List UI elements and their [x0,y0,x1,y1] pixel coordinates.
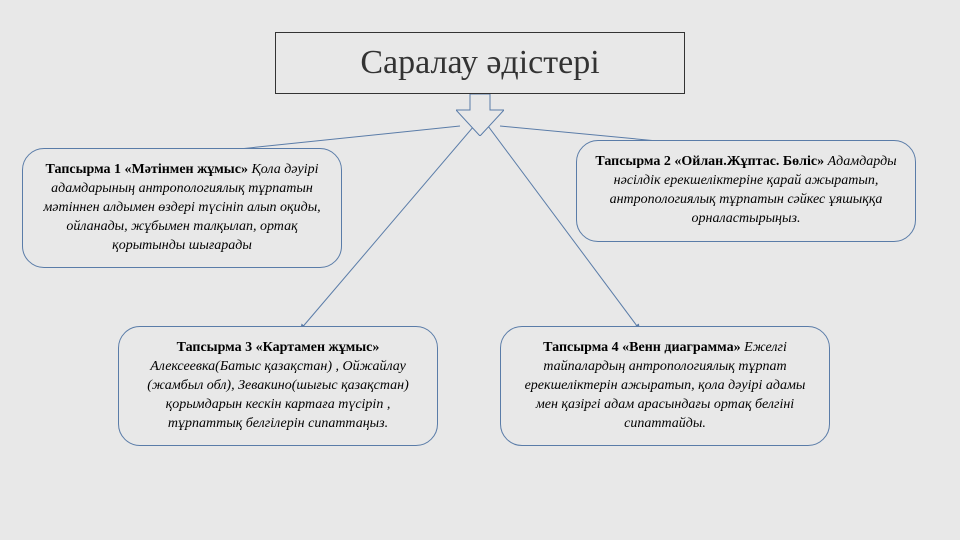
task-2-title: Тапсырма 2 «Ойлан.Жұптас. Бөліс» [595,154,824,169]
task-4-title: Тапсырма 4 «Венн диаграмма» [543,340,740,355]
task-3-body: Алексеевка(Батыс қазақстан) , Ойжайлау (… [147,359,409,431]
task-3-title: Тапсырма 3 «Картамен жұмыс» [177,340,380,355]
task-bubble-4: Тапсырма 4 «Венн диаграмма» Ежелгі тайпа… [500,326,830,446]
down-arrow-icon [456,94,504,141]
task-bubble-3: Тапсырма 3 «Картамен жұмыс» Алексеевка(Б… [118,326,438,446]
task-bubble-1: Тапсырма 1 «Мәтінмен жұмыс» Қола дәуірі … [22,148,342,268]
task-bubble-2: Тапсырма 2 «Ойлан.Жұптас. Бөліс» Адамдар… [576,140,916,242]
diagram-title: Саралау әдістері [275,32,685,94]
task-1-title: Тапсырма 1 «Мәтінмен жұмыс» [46,162,252,177]
